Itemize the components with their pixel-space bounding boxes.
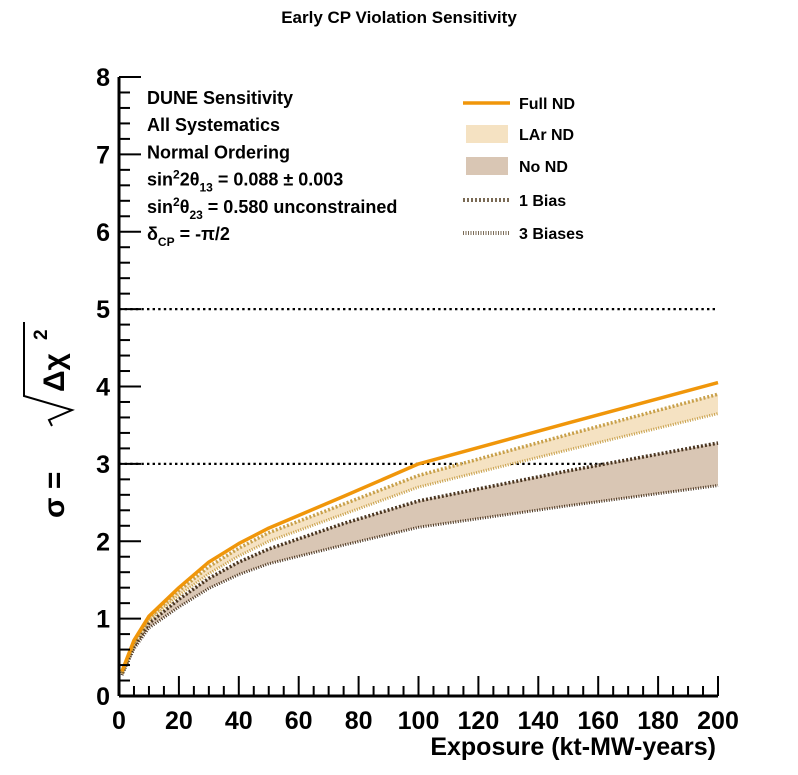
legend-item: No ND bbox=[466, 157, 568, 176]
legend: Full ND LAr ND No ND 1 Bias 3 Biases bbox=[463, 96, 584, 243]
legend-label: 3 Biases bbox=[519, 226, 584, 243]
legend-item: Full ND bbox=[463, 96, 575, 113]
legend-label: Full ND bbox=[519, 96, 575, 113]
y-label-superscript: 2 bbox=[31, 329, 52, 340]
y-tick-label: 6 bbox=[96, 219, 110, 247]
x-tick-label: 120 bbox=[458, 707, 500, 735]
legend-swatch-band bbox=[466, 125, 508, 143]
info-line: sin2θ23 = 0.580 unconstrained bbox=[147, 195, 397, 222]
info-line: All Systematics bbox=[147, 115, 280, 135]
x-tick-label: 40 bbox=[225, 707, 253, 735]
legend-swatch-band bbox=[466, 157, 508, 175]
y-tick-label: 7 bbox=[96, 141, 110, 169]
info-line: δCP = -π/2 bbox=[147, 224, 230, 249]
x-tick-label: 160 bbox=[577, 707, 619, 735]
band-lar-nd bbox=[122, 394, 718, 674]
line-full-nd bbox=[120, 380, 719, 672]
y-label-prefix: σ = bbox=[38, 472, 71, 518]
band-no-nd bbox=[122, 443, 718, 676]
x-tick-label: 20 bbox=[165, 707, 193, 735]
x-tick-label: 180 bbox=[637, 707, 679, 735]
x-axis-label: Exposure (kt-MW-years) bbox=[430, 733, 716, 761]
x-tick-label: 140 bbox=[517, 707, 559, 735]
legend-label: No ND bbox=[519, 159, 568, 176]
info-line: sin22θ13 = 0.088 ± 0.003 bbox=[147, 168, 343, 195]
y-axis-label: σ = Δχ 2 bbox=[23, 322, 75, 518]
axes: 0 20 40 60 80 100 120 140 160 180 200 0 1 2 3 4 5 6 7 8 bbox=[96, 64, 739, 735]
info-line: DUNE Sensitivity bbox=[147, 88, 293, 108]
sqrt-symbol bbox=[23, 322, 75, 427]
y-tick-label: 5 bbox=[96, 296, 110, 324]
plot-area bbox=[119, 308, 719, 676]
legend-item: 3 Biases bbox=[463, 226, 584, 243]
y-label-radicand: Δχ bbox=[38, 352, 71, 392]
chart-title: Early CP Violation Sensitivity bbox=[281, 8, 517, 27]
y-tick-label: 8 bbox=[96, 64, 110, 92]
x-tick-label: 200 bbox=[697, 707, 739, 735]
legend-item: 1 Bias bbox=[463, 193, 566, 210]
x-tick-label: 80 bbox=[345, 707, 373, 735]
line-no-nd-3-biases bbox=[120, 484, 719, 676]
legend-label: 1 Bias bbox=[519, 193, 566, 210]
y-tick-label: 1 bbox=[96, 606, 110, 634]
legend-item: LAr ND bbox=[466, 125, 574, 144]
line-lar-nd-1-bias bbox=[120, 392, 719, 673]
info-line: Normal Ordering bbox=[147, 142, 290, 162]
x-tick-label: 60 bbox=[285, 707, 313, 735]
y-axis-label-rotated: σ = Δχ 2 bbox=[23, 322, 75, 518]
y-tick-label: 4 bbox=[96, 374, 110, 402]
y-tick-label: 2 bbox=[96, 528, 110, 556]
legend-label: LAr ND bbox=[519, 127, 574, 144]
line-lar-nd-3-biases bbox=[120, 412, 719, 675]
x-tick-label: 100 bbox=[398, 707, 440, 735]
y-tick-label: 3 bbox=[96, 451, 110, 479]
y-tick-label: 0 bbox=[96, 683, 110, 711]
x-tick-label: 0 bbox=[112, 707, 126, 735]
info-text-block: DUNE Sensitivity All Systematics Normal Or… bbox=[147, 88, 397, 249]
